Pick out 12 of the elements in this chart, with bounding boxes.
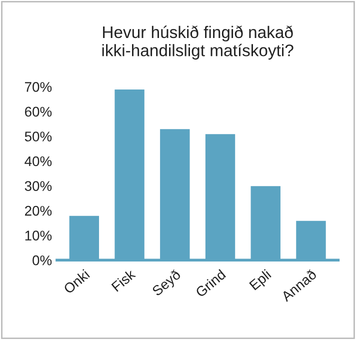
y-tick-label: 60% xyxy=(25,106,52,117)
x-tick-label: Fisk xyxy=(110,268,136,292)
y-tick-label: 0% xyxy=(32,255,52,266)
y-tick-label: 70% xyxy=(25,82,52,92)
y-tick-label: 50% xyxy=(24,132,52,142)
x-tick-label: Epli xyxy=(248,269,274,293)
chart-title: Hevur húskið fingið nakað ikki-handilsligt matískoyti? xyxy=(102,26,294,60)
y-tick-label: 10% xyxy=(25,230,52,240)
y-tick-label: 40% xyxy=(24,156,52,166)
x-tick-label: Onki xyxy=(62,269,90,294)
y-tick-label: 20% xyxy=(25,206,52,216)
y-tick-label: 30% xyxy=(24,181,52,191)
